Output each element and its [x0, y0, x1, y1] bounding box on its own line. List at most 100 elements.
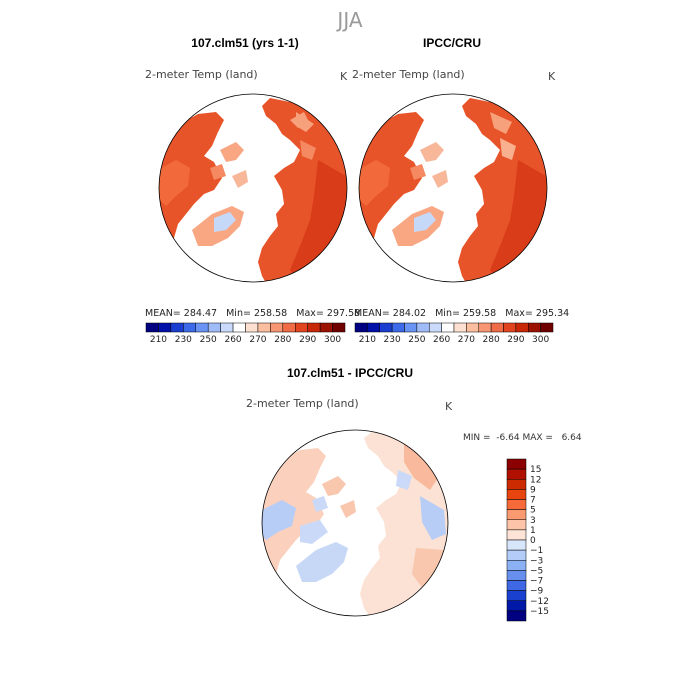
- model-colorbar-swatch: [195, 322, 209, 333]
- diff-minmax: MIN = -6.64 MAX = 6.64: [463, 433, 582, 443]
- model-mean-value: 284.47: [183, 308, 218, 319]
- obs-panel-stats: MEAN= 284.02 Min= 259.58 Max= 295.34: [354, 308, 570, 319]
- obs-max-value: 295.34: [535, 308, 570, 319]
- diff-colorbar-swatch: [506, 580, 527, 591]
- obs-colorbar-swatch: [528, 322, 541, 333]
- model-colorbar-swatch: [170, 322, 184, 333]
- obs-panel-subtitle: 2-meter Temp (land): [352, 68, 465, 81]
- diff-colorbar-tick-label: −5: [530, 566, 543, 576]
- model-colorbar-tick-label: 210: [150, 335, 167, 345]
- obs-mean-value: 284.02: [392, 308, 427, 319]
- model-colorbar-swatch: [257, 322, 271, 333]
- model-colorbar-swatch: [207, 322, 221, 333]
- obs-colorbar-swatch: [367, 322, 380, 333]
- diff-colorbar-tick-label: −3: [530, 556, 543, 566]
- diff-greenland: [296, 542, 348, 582]
- obs-colorbar-swatch: [478, 322, 492, 333]
- season-title: JJA: [337, 8, 363, 32]
- model-min-value: 258.58: [253, 308, 288, 319]
- obs-colorbar-swatch: [379, 322, 393, 333]
- diff-colorbar-swatch: [506, 560, 527, 571]
- obs-colorbar-tick-label: 280: [483, 335, 500, 345]
- obs-map: [358, 93, 548, 283]
- model-colorbar: 210 230 250 260 270 280 290 300: [145, 322, 346, 345]
- model-panel-title: 107.clm51 (yrs 1-1): [191, 36, 299, 50]
- model-panel-stats: MEAN= 284.47 Min= 258.58 Max= 297.58: [145, 308, 361, 319]
- model-colorbar-tick-label: 300: [324, 335, 341, 345]
- diff-max-value: 6.64: [561, 433, 582, 443]
- model-colorbar-swatch: [270, 322, 284, 333]
- obs-colorbar-swatch: [503, 322, 517, 333]
- obs-colorbar-tick-label: 260: [433, 335, 450, 345]
- obs-panel-title: IPCC/CRU: [422, 36, 481, 50]
- model-colorbar-swatch: [332, 322, 346, 333]
- diff-colorbar-tick-label: −7: [530, 577, 543, 587]
- model-colorbar-tick-label: 260: [224, 335, 241, 345]
- model-colorbar-tick-label: 270: [249, 335, 266, 345]
- model-map: [158, 93, 348, 283]
- obs-colorbar-swatch: [404, 322, 418, 333]
- diff-colorbar-tick-label: 3: [530, 516, 536, 526]
- diff-colorbar-tick-label: −9: [530, 587, 544, 597]
- model-colorbar-swatch: [183, 322, 196, 333]
- diff-colorbar-tick-label: −15: [530, 607, 549, 617]
- obs-colorbar-swatch: [540, 322, 554, 333]
- diff-map: [261, 429, 449, 617]
- diff-colorbar-swatch: [506, 539, 527, 551]
- model-panel-units: K: [340, 70, 348, 83]
- obs-colorbar-swatch: [515, 322, 529, 333]
- diff-colorbar-swatch: [506, 509, 527, 520]
- obs-min-value: 259.58: [462, 308, 497, 319]
- diff-colorbar-tick-label: 12: [530, 475, 541, 485]
- obs-colorbar-swatch: [416, 322, 430, 333]
- obs-colorbar-swatch: [453, 322, 467, 333]
- model-colorbar-swatch: [220, 322, 234, 333]
- obs-colorbar-swatch: [391, 322, 405, 333]
- diff-colorbar-tick-label: 1: [530, 526, 536, 536]
- diff-colorbar-swatch: [506, 600, 527, 612]
- obs-map-boundary: [358, 93, 548, 283]
- diff-panel-units: K: [445, 400, 453, 413]
- diff-colorbar-swatch: [506, 499, 527, 510]
- obs-colorbar-swatch: [490, 322, 504, 333]
- model-colorbar-swatch: [232, 322, 246, 333]
- diff-colorbar-swatch: [506, 479, 527, 490]
- model-colorbar-tick-label: 250: [200, 335, 217, 345]
- diff-colorbar-tick-label: 5: [530, 506, 536, 516]
- model-colorbar-swatch: [282, 322, 296, 333]
- diff-colorbar-swatch: [506, 590, 527, 601]
- model-max-value: 297.58: [326, 308, 361, 319]
- model-colorbar-tick-label: 230: [175, 335, 192, 345]
- model-colorbar-swatch: [158, 322, 172, 333]
- diff-colorbar-tick-label: 0: [530, 536, 536, 546]
- diff-colorbar-swatch: [506, 489, 527, 500]
- obs-colorbar-tick-label: 300: [532, 335, 549, 345]
- diff-colorbar-tick-label: 9: [530, 485, 536, 495]
- obs-panel-units: K: [548, 70, 556, 83]
- diff-colorbar-swatch: [506, 570, 527, 581]
- obs-colorbar-swatch: [441, 322, 455, 333]
- model-colorbar-swatch: [319, 322, 333, 333]
- obs-colorbar-tick-label: 270: [458, 335, 475, 345]
- diff-colorbar-swatch: [506, 610, 527, 622]
- obs-colorbar-swatch: [429, 322, 442, 333]
- obs-colorbar-tick-label: 230: [384, 335, 401, 345]
- obs-colorbar: 210 230 250 260 270 280 290 300: [354, 322, 554, 345]
- diff-colorbar-tick-label: 15: [530, 465, 541, 475]
- obs-colorbar-swatch: [466, 322, 479, 333]
- diff-colorbar-swatch: [506, 468, 527, 480]
- model-colorbar-tick-label: 280: [274, 335, 291, 345]
- model-colorbar-tick-label: 290: [299, 335, 316, 345]
- diff-colorbar-tick-label: −12: [530, 597, 549, 607]
- model-map-boundary: [158, 93, 348, 283]
- model-colorbar-swatch: [145, 322, 159, 333]
- diff-colorbar-tick-label: 7: [530, 496, 536, 506]
- diff-min-value: -6.64: [496, 433, 520, 443]
- diff-colorbar-swatch: [506, 458, 527, 470]
- obs-colorbar-tick-label: 250: [408, 335, 425, 345]
- model-colorbar-swatch: [245, 322, 259, 333]
- diff-colorbar-swatch: [506, 549, 527, 561]
